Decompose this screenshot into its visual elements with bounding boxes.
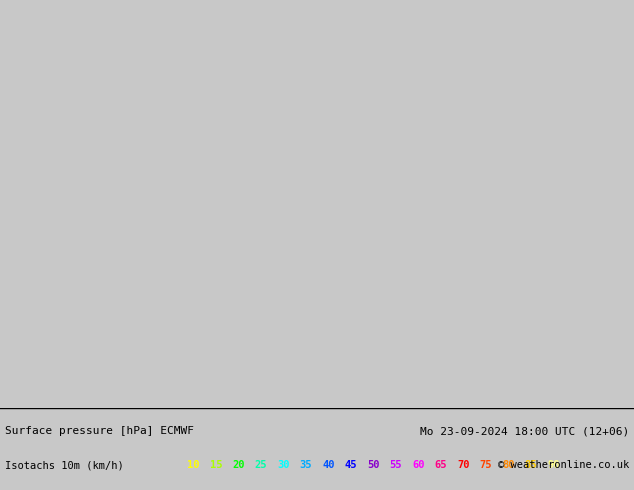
Text: Surface pressure [hPa] ECMWF: Surface pressure [hPa] ECMWF bbox=[5, 426, 194, 436]
Text: 65: 65 bbox=[434, 461, 447, 470]
Text: 90: 90 bbox=[547, 461, 560, 470]
Text: 70: 70 bbox=[457, 461, 470, 470]
Text: 45: 45 bbox=[345, 461, 357, 470]
Text: Mo 23-09-2024 18:00 UTC (12+06): Mo 23-09-2024 18:00 UTC (12+06) bbox=[420, 426, 629, 436]
Text: 25: 25 bbox=[254, 461, 267, 470]
Text: 15: 15 bbox=[209, 461, 222, 470]
Text: 35: 35 bbox=[299, 461, 312, 470]
Text: © weatheronline.co.uk: © weatheronline.co.uk bbox=[498, 461, 629, 470]
Text: 20: 20 bbox=[232, 461, 245, 470]
Text: 85: 85 bbox=[525, 461, 537, 470]
Text: 40: 40 bbox=[322, 461, 335, 470]
Text: 75: 75 bbox=[479, 461, 492, 470]
Text: 50: 50 bbox=[367, 461, 380, 470]
Text: Isotachs 10m (km/h): Isotachs 10m (km/h) bbox=[5, 461, 124, 470]
Text: 80: 80 bbox=[502, 461, 515, 470]
Text: 55: 55 bbox=[389, 461, 402, 470]
Text: 10: 10 bbox=[187, 461, 200, 470]
Text: 60: 60 bbox=[412, 461, 425, 470]
Text: 30: 30 bbox=[277, 461, 290, 470]
